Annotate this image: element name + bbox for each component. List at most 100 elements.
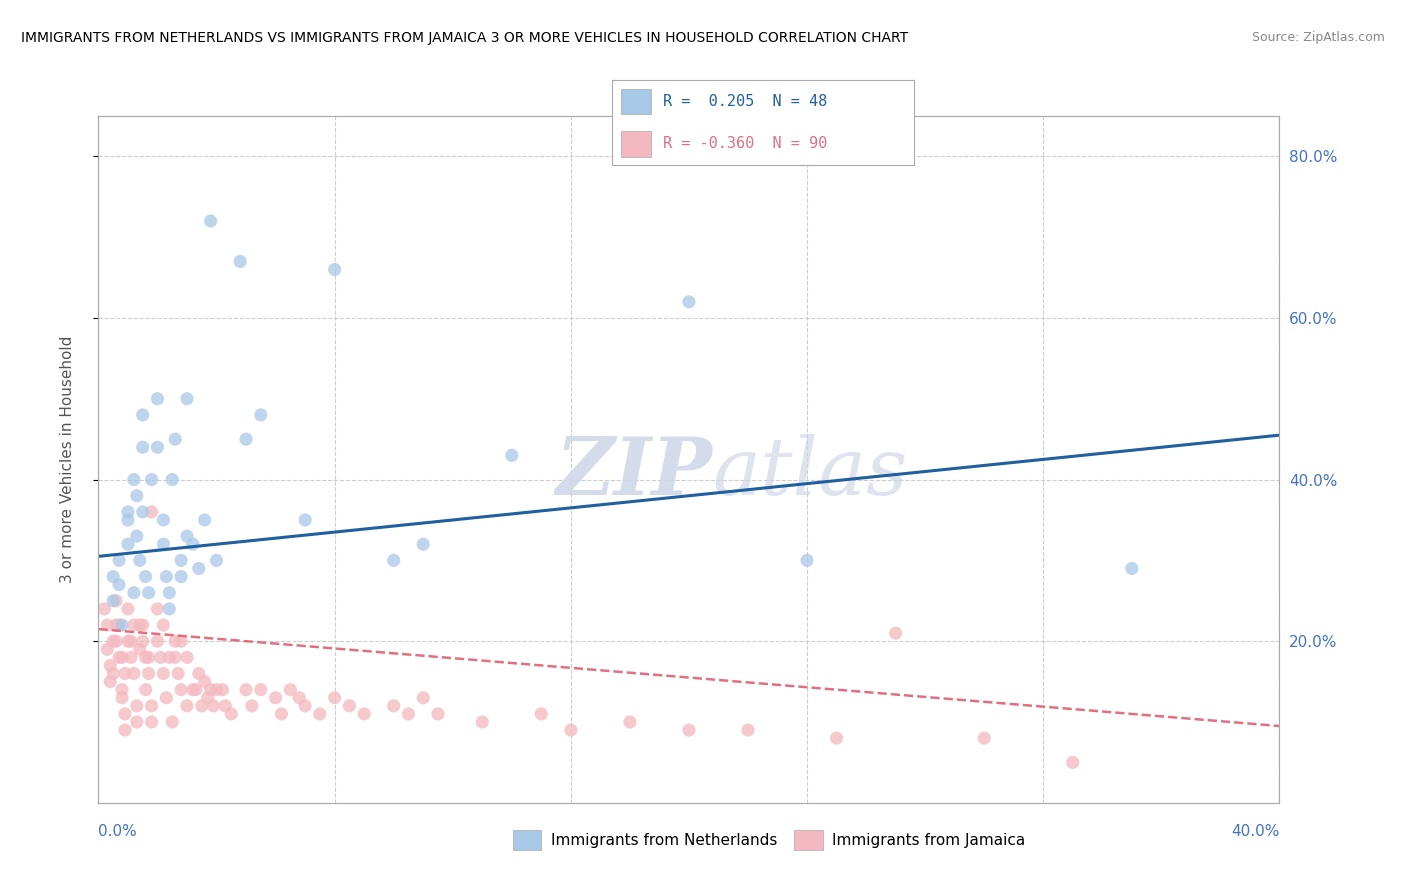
Point	[122, 618, 145, 632]
Point	[382, 553, 405, 567]
Point	[135, 650, 157, 665]
Point	[117, 602, 139, 616]
Point	[235, 682, 257, 697]
Point	[1121, 561, 1143, 575]
Point	[125, 529, 148, 543]
Point	[181, 537, 204, 551]
Point	[170, 682, 193, 697]
Point	[678, 294, 700, 309]
Point	[412, 690, 434, 705]
Text: Immigrants from Netherlands: Immigrants from Netherlands	[551, 833, 778, 847]
Point	[114, 666, 136, 681]
Bar	[794, 830, 823, 850]
Point	[530, 706, 553, 721]
Point	[111, 682, 134, 697]
Point	[138, 666, 160, 681]
Point	[1062, 756, 1084, 770]
Point	[117, 505, 139, 519]
Point	[120, 650, 142, 665]
Point	[105, 618, 128, 632]
Point	[162, 473, 183, 487]
Point	[117, 537, 139, 551]
Point	[167, 666, 190, 681]
Text: atlas: atlas	[713, 434, 908, 512]
Point	[501, 448, 523, 462]
Point	[132, 618, 155, 632]
Point	[108, 650, 131, 665]
Point	[382, 698, 405, 713]
Point	[138, 585, 160, 599]
Bar	[513, 830, 541, 850]
Point	[250, 682, 273, 697]
Point	[108, 618, 131, 632]
Point	[737, 723, 759, 737]
Point	[114, 706, 136, 721]
Point	[132, 440, 155, 454]
Point	[170, 634, 193, 648]
Point	[202, 698, 225, 713]
Point	[155, 690, 177, 705]
Point	[796, 553, 818, 567]
Point	[146, 602, 169, 616]
Point	[157, 650, 180, 665]
Point	[427, 706, 450, 721]
Point	[170, 569, 193, 583]
Point	[825, 731, 848, 746]
Point	[353, 706, 375, 721]
Point	[162, 714, 183, 729]
Point	[176, 529, 198, 543]
Point	[678, 723, 700, 737]
Point	[412, 537, 434, 551]
Point	[176, 698, 198, 713]
Point	[205, 553, 228, 567]
Point	[103, 634, 125, 648]
Point	[288, 690, 311, 705]
Point	[103, 569, 125, 583]
Point	[117, 513, 139, 527]
Point	[205, 682, 228, 697]
Y-axis label: 3 or more Vehicles in Household: 3 or more Vehicles in Household	[60, 335, 75, 583]
Point	[194, 513, 217, 527]
Point	[93, 602, 115, 616]
Point	[323, 262, 346, 277]
Point	[141, 714, 163, 729]
Point	[132, 634, 155, 648]
Point	[884, 626, 907, 640]
Point	[152, 666, 174, 681]
Point	[146, 392, 169, 406]
Point	[165, 432, 187, 446]
Point	[170, 553, 193, 567]
Point	[108, 577, 131, 591]
Point	[157, 602, 180, 616]
Point	[278, 682, 302, 697]
Point	[146, 634, 169, 648]
Point	[294, 513, 316, 527]
Point	[619, 714, 641, 729]
Point	[152, 513, 174, 527]
Text: R = -0.360  N = 90: R = -0.360 N = 90	[664, 136, 827, 152]
Point	[122, 585, 145, 599]
Point	[219, 706, 242, 721]
Text: ZIP: ZIP	[555, 434, 713, 512]
Point	[111, 650, 134, 665]
Bar	[620, 131, 651, 157]
Point	[122, 666, 145, 681]
Point	[240, 698, 263, 713]
Point	[250, 408, 273, 422]
Point	[152, 537, 174, 551]
Point	[184, 682, 207, 697]
Point	[235, 432, 257, 446]
Point	[98, 658, 121, 673]
Point	[309, 706, 332, 721]
Point	[197, 690, 219, 705]
Point	[264, 690, 287, 705]
Point	[138, 650, 160, 665]
Point	[111, 690, 134, 705]
Point	[176, 650, 198, 665]
Point	[135, 569, 157, 583]
Point	[120, 634, 142, 648]
Point	[187, 666, 209, 681]
Point	[96, 618, 118, 632]
Point	[211, 682, 233, 697]
Point	[229, 254, 252, 268]
